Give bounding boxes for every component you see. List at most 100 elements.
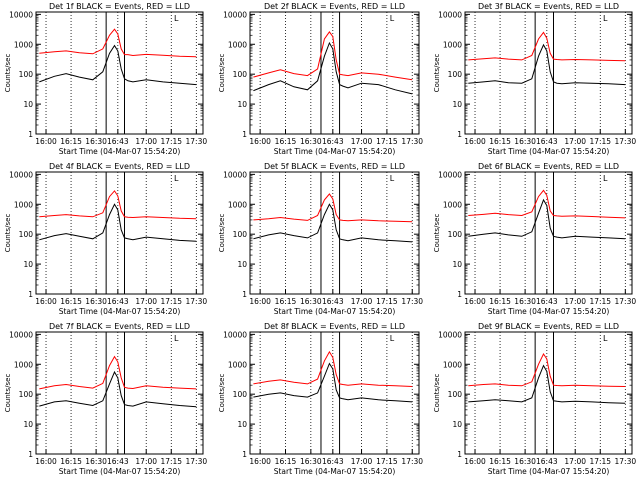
- series-line-events: [253, 362, 413, 403]
- plot-frame: [464, 331, 633, 455]
- plot-frame: [464, 11, 633, 135]
- x-tick-label: 17:30: [615, 297, 637, 306]
- chart-title: Det 4f BLACK = Events, RED = LLD: [49, 162, 190, 171]
- y-axis-label: Counts/sec: [218, 54, 226, 93]
- y-tick-label: 100: [448, 230, 463, 239]
- y-tick-label: 10000: [438, 10, 462, 19]
- panel-det-9: 1 10 100 1000 10000 16:00 16:15 16:30 16:43 17:00…: [433, 322, 636, 476]
- y-tick-label: 10000: [438, 170, 462, 179]
- y-tick-label: 10: [23, 100, 33, 109]
- series-line-lld: [253, 31, 413, 81]
- y-axis-label: Counts/sec: [218, 214, 226, 253]
- x-tick-label: 16:43: [322, 457, 344, 466]
- x-tick-label: 17:15: [589, 137, 611, 146]
- x-tick-label: 17:30: [401, 457, 423, 466]
- x-tick-label: 16:30: [514, 297, 536, 306]
- x-tick-label: 16:43: [322, 297, 344, 306]
- y-axis-label: Counts/sec: [433, 214, 441, 253]
- series-line-lld: [468, 189, 626, 219]
- series-line-lld: [253, 193, 413, 223]
- series-line-events: [39, 370, 197, 408]
- x-tick-label: 17:00: [564, 137, 586, 146]
- y-tick-label: 1: [28, 450, 33, 459]
- y-tick-label: 10000: [223, 170, 247, 179]
- x-tick-label: 17:30: [401, 137, 423, 146]
- series-line-events: [468, 43, 626, 86]
- x-tick-label: 16:15: [60, 137, 82, 146]
- panel-det-2: 1 10 100 1000 10000 16:00 16:15 16:30 16:43 17:00…: [218, 2, 423, 156]
- x-axis-label: Start Time (04-Mar-07 15:54:20): [274, 147, 396, 156]
- y-tick-label: 1: [242, 450, 247, 459]
- x-axis-label: Start Time (04-Mar-07 15:54:20): [488, 307, 610, 316]
- y-tick-label: 10: [452, 260, 462, 269]
- y-tick-label: 10: [237, 100, 247, 109]
- y-tick-label: 100: [233, 230, 248, 239]
- legend-marker: L: [390, 174, 395, 183]
- y-axis-label: Counts/sec: [433, 374, 441, 413]
- x-tick-label: 17:00: [135, 137, 157, 146]
- x-tick-label: 16:15: [275, 457, 297, 466]
- x-axis-label: Start Time (04-Mar-07 15:54:20): [274, 307, 396, 316]
- series-line-lld: [39, 190, 197, 220]
- series-line-events: [253, 203, 413, 243]
- x-axis-label: Start Time (04-Mar-07 15:54:20): [59, 467, 181, 476]
- x-tick-label: 16:15: [489, 297, 511, 306]
- x-tick-label: 16:15: [275, 137, 297, 146]
- series-line-events: [39, 203, 197, 242]
- x-tick-label: 16:15: [60, 457, 82, 466]
- y-tick-label: 1000: [443, 200, 462, 209]
- x-tick-label: 16:43: [107, 137, 129, 146]
- x-tick-label: 16:15: [489, 457, 511, 466]
- legend-marker: L: [390, 334, 395, 343]
- chart-title: Det 7f BLACK = Events, RED = LLD: [49, 322, 190, 331]
- chart-title: Det 2f BLACK = Events, RED = LLD: [264, 2, 405, 11]
- x-tick-label: 16:30: [85, 297, 107, 306]
- series-line-lld: [253, 350, 413, 387]
- y-axis-label: Counts/sec: [4, 214, 12, 253]
- plot-frame: [35, 11, 204, 135]
- y-tick-label: 1000: [443, 360, 462, 369]
- y-axis-label: Counts/sec: [433, 54, 441, 93]
- x-tick-label: 16:43: [107, 457, 129, 466]
- y-tick-label: 10000: [223, 330, 247, 339]
- panel-det-6: 1 10 100 1000 10000 16:00 16:15 16:30 16:43 17:00…: [433, 162, 636, 316]
- x-tick-label: 17:15: [376, 457, 398, 466]
- legend-marker: L: [174, 14, 179, 23]
- legend-marker: L: [174, 174, 179, 183]
- panel-det-3: 1 10 100 1000 10000 16:00 16:15 16:30 16:43 17:00…: [433, 2, 636, 156]
- x-axis-label: Start Time (04-Mar-07 15:54:20): [488, 147, 610, 156]
- y-tick-label: 10000: [9, 330, 33, 339]
- y-tick-label: 10: [452, 100, 462, 109]
- legend-marker: L: [390, 14, 395, 23]
- x-tick-label: 17:15: [376, 137, 398, 146]
- x-tick-label: 16:30: [300, 457, 322, 466]
- y-tick-label: 1000: [14, 40, 33, 49]
- y-tick-label: 10000: [438, 330, 462, 339]
- x-tick-label: 17:00: [564, 297, 586, 306]
- y-axis-label: Counts/sec: [4, 374, 12, 413]
- x-tick-label: 17:30: [615, 457, 637, 466]
- chart-title: Det 5f BLACK = Events, RED = LLD: [264, 162, 405, 171]
- plot-frame: [249, 331, 420, 455]
- y-tick-label: 10: [237, 260, 247, 269]
- y-axis-label: Counts/sec: [4, 54, 12, 93]
- y-tick-label: 10: [452, 420, 462, 429]
- y-tick-label: 1000: [14, 200, 33, 209]
- x-tick-label: 16:15: [275, 297, 297, 306]
- x-tick-label: 16:00: [35, 137, 57, 146]
- y-tick-label: 100: [448, 390, 463, 399]
- y-tick-label: 1000: [228, 200, 247, 209]
- x-tick-label: 17:15: [160, 297, 182, 306]
- y-tick-label: 10: [23, 260, 33, 269]
- x-tick-label: 16:00: [35, 457, 57, 466]
- y-tick-label: 100: [19, 70, 34, 79]
- series-line-events: [468, 198, 626, 240]
- x-tick-label: 16:30: [514, 137, 536, 146]
- x-tick-label: 17:15: [160, 457, 182, 466]
- x-tick-label: 17:00: [135, 297, 157, 306]
- legend-marker: L: [603, 14, 608, 23]
- series-line-lld: [468, 31, 626, 62]
- y-tick-label: 1: [28, 130, 33, 139]
- x-tick-label: 16:43: [536, 297, 558, 306]
